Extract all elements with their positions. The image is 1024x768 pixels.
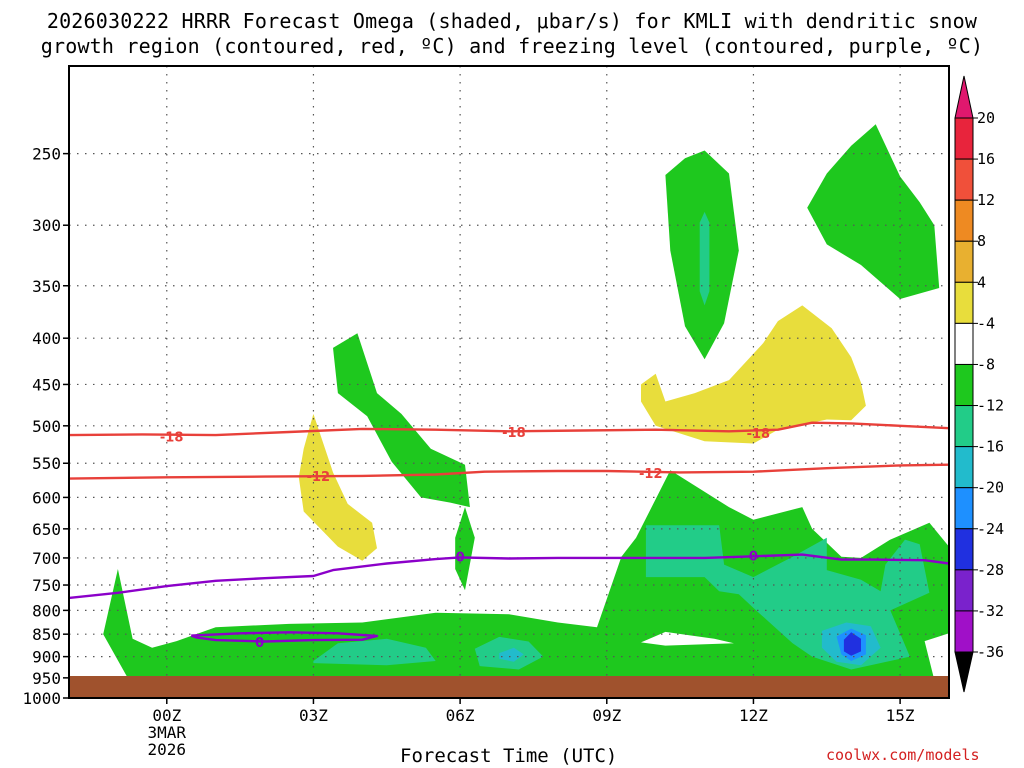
colorbar-box--28: [954, 569, 974, 612]
dgz-minus18-line: [69, 421, 949, 437]
colorbar-box-20: [954, 117, 974, 160]
ground-surface: [69, 676, 949, 698]
dgz-minus12-label-1: -12: [639, 467, 663, 482]
colorbar-label--32: -32: [977, 602, 1004, 620]
y-tick-label-700: 700: [32, 549, 61, 568]
colorbar-label--28: -28: [977, 561, 1004, 579]
colorbar-label-8: 8: [977, 232, 986, 250]
omega-neg4-mid-level-streak: [333, 333, 470, 508]
colorbar-box--32: [954, 610, 974, 653]
colorbar-label--20: -20: [977, 479, 1004, 497]
colorbar-label-16: 16: [977, 150, 995, 168]
freezing-level-line: [69, 553, 949, 600]
omega-clear-gap: [641, 631, 734, 646]
x-date-label-0: 3MAR: [148, 723, 187, 742]
freezing-level-lower-line: [190, 631, 379, 643]
x-tick-label-03Z: 03Z: [299, 706, 328, 725]
omega-neg4-thin-stalk: [455, 507, 475, 591]
colorbar-box-8: [954, 240, 974, 283]
site-credit: coolwx.com/models: [826, 746, 980, 764]
omega-shading-layer: [103, 124, 949, 686]
y-tick-label-300: 300: [32, 216, 61, 235]
x-tick-label-12Z: 12Z: [739, 706, 768, 725]
dgz-minus12-line: [69, 463, 949, 480]
y-tick-label-400: 400: [32, 329, 61, 348]
freezing-level-lower-label-0: 0: [255, 636, 264, 651]
y-tick-label-950: 950: [32, 669, 61, 688]
x-tick-label-15Z: 15Z: [886, 706, 915, 725]
y-tick-label-650: 650: [32, 520, 61, 539]
x-date-label-1: 2026: [148, 740, 187, 759]
colorbar-box--24: [954, 528, 974, 571]
dgz-minus18-label-2: -18: [747, 427, 771, 442]
colorbar-label--36: -36: [977, 643, 1004, 661]
y-tick-label-1000: 1000: [22, 689, 61, 708]
colorbar-label-20: 20: [977, 109, 995, 127]
plot-frame: [68, 65, 950, 699]
y-tick-label-800: 800: [32, 601, 61, 620]
ground-layer: [69, 676, 949, 698]
colorbar-label--12: -12: [977, 397, 1004, 415]
colorbar-box--12: [954, 405, 974, 448]
colorbar-box--16: [954, 446, 974, 489]
colorbar-box-16: [954, 158, 974, 201]
colorbar-box-12: [954, 199, 974, 242]
colorbar-label--16: -16: [977, 438, 1004, 456]
omega-pos4-mid-left: [298, 413, 377, 561]
omega-neg20-right-core: [843, 632, 861, 656]
colorbar: 20 16 12 8 4 -4 -8 -12 -16 -20 -24 -28 -32 -36: [954, 75, 1004, 693]
dgz-minus18-label-0: -18: [160, 431, 184, 446]
y-tick-label-600: 600: [32, 488, 61, 507]
freezing-level-label-1: 0: [749, 550, 758, 565]
y-tick-label-550: 550: [32, 454, 61, 473]
omega-neg8-low-level: [313, 638, 436, 666]
colorbar-box--8: [954, 363, 974, 407]
dgz-minus12-label-0: -12: [307, 470, 331, 485]
chart-title-line-2: growth region (contoured, red, ºC) and f…: [40, 34, 984, 58]
y-tick-label-250: 250: [32, 145, 61, 164]
colorbar-box--20: [954, 487, 974, 530]
y-tick-label-350: 350: [32, 277, 61, 296]
x-axis-label: Forecast Time (UTC): [400, 745, 618, 767]
y-tick-label-900: 900: [32, 648, 61, 667]
colorbar-label--24: -24: [977, 520, 1004, 538]
omega-neg12-low-level: [499, 647, 524, 662]
omega-neg4-low-level-band: [103, 470, 949, 686]
axis-layer: 250 300 350 400 450 500 550 600 650 700 750 800 850 9…: [22, 145, 914, 759]
dgz-minus18-label-1: -18: [502, 426, 526, 441]
y-tick-label-450: 450: [32, 375, 61, 394]
omega-neg4-upper-lobe-b: [807, 124, 940, 299]
colorbar-label-4: 4: [977, 273, 986, 291]
x-tick-label-00Z: 00Z: [152, 706, 181, 725]
omega-pos4-upper-right: [641, 305, 866, 444]
omega-neg8-upper-streak: [699, 211, 710, 306]
y-tick-label-500: 500: [32, 417, 61, 436]
y-tick-label-750: 750: [32, 576, 61, 595]
colorbar-box-4: [954, 281, 974, 324]
x-tick-label-06Z: 06Z: [446, 706, 475, 725]
chart-title-line-1: 2026030222 HRRR Forecast Omega (shaded, …: [46, 9, 978, 33]
colorbar-label-12: 12: [977, 191, 995, 209]
x-tick-label-09Z: 09Z: [592, 706, 621, 725]
freezing-level-label-0: 0: [456, 550, 465, 565]
colorbar-top-arrow: [954, 75, 974, 119]
contour-layer: -18 -18 -18 -12 -12 0 0 0: [69, 421, 949, 651]
colorbar-bottom-arrow: [954, 651, 974, 693]
y-tick-label-850: 850: [32, 625, 61, 644]
colorbar-box--4: [954, 322, 974, 365]
colorbar-label--4: -4: [977, 314, 995, 332]
colorbar-label--8: -8: [977, 355, 995, 373]
